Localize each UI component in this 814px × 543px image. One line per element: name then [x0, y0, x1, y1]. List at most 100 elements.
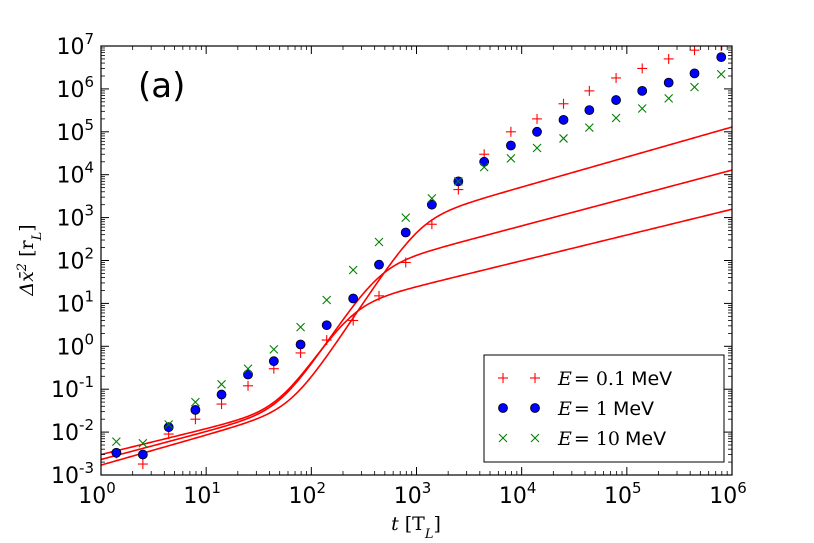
- marker-plus: [348, 315, 359, 326]
- marker-plus: [137, 459, 148, 470]
- marker-x: [296, 322, 305, 332]
- marker-circle: [111, 447, 122, 458]
- marker-circle: [689, 68, 700, 79]
- marker-x: [401, 213, 411, 222]
- legend-box: [483, 354, 725, 463]
- marker-plus: [321, 335, 332, 346]
- x-tick-label: 106: [709, 479, 747, 509]
- y-tick-label: 10-1: [51, 373, 94, 403]
- marker-circle: [558, 114, 569, 125]
- marker-circle: [190, 404, 201, 415]
- marker-x: [532, 143, 542, 153]
- x-tick-label: 105: [604, 479, 642, 509]
- legend-entry-0: E = 0.1 MeV: [498, 368, 672, 390]
- marker-circle: [506, 140, 516, 151]
- marker-x: [637, 104, 647, 113]
- marker-plus: [426, 219, 437, 230]
- x-axis-label: t [TL]: [391, 513, 441, 542]
- marker-x: [322, 295, 332, 305]
- y-tick-label: 102: [56, 245, 94, 275]
- data-markers: [111, 46, 727, 470]
- marker-x: [191, 397, 200, 407]
- legend-label-0: E = 0.1 MeV: [557, 368, 672, 390]
- marker-plus: [216, 399, 227, 410]
- legend: E = 0.1 MeV E = 1 MeV E = 10 MeV: [483, 354, 725, 463]
- x-tick-label: 101: [183, 479, 221, 509]
- y-tick-label: 106: [56, 73, 94, 103]
- marker-x: [111, 437, 121, 447]
- y-axis-label: Δx̄2[rL]: [15, 224, 45, 296]
- fit-line-2: [101, 208, 732, 456]
- x-axis-ticks: 100 101 102 103 104 105 106: [78, 46, 747, 509]
- marker-plus: [584, 85, 595, 96]
- marker-circle: [663, 77, 674, 88]
- legend-entry-1: E = 1 MeV: [498, 398, 654, 420]
- marker-circle: [243, 369, 253, 380]
- marker-x: [269, 344, 279, 354]
- marker-x: [584, 123, 594, 133]
- marker-x: [138, 438, 148, 448]
- marker-x: [690, 82, 699, 92]
- marker-plus: [505, 126, 516, 137]
- y-tick-label: 100: [56, 330, 94, 360]
- marker-circle: [716, 52, 727, 63]
- fit-lines: [101, 126, 732, 466]
- fit-line-1: [101, 169, 732, 461]
- marker-x: [164, 420, 174, 429]
- marker-circle: [216, 389, 227, 400]
- marker-circle: [611, 95, 621, 105]
- marker-plus: [400, 257, 411, 268]
- marker-circle: [374, 259, 384, 270]
- marker-plus: [637, 63, 648, 74]
- y-tick-label: 101: [56, 287, 94, 317]
- legend-marker-x-left: [498, 433, 508, 443]
- marker-circle: [268, 356, 279, 367]
- y-tick-label: 10-3: [51, 459, 94, 489]
- marker-plus: [190, 414, 201, 425]
- marker-x: [453, 176, 463, 186]
- marker-circle: [321, 320, 332, 331]
- marker-plus: [243, 380, 254, 391]
- marker-plus: [716, 46, 727, 51]
- marker-circle: [426, 199, 437, 210]
- y-axis-ticks: 10-3 10-2 10-1 100 101 102 103 104 105 106 107: [51, 30, 732, 489]
- marker-x: [348, 265, 358, 275]
- legend-label-2: E = 10 MeV: [557, 428, 666, 450]
- marker-plus: [374, 290, 385, 301]
- marker-circle: [163, 422, 174, 433]
- marker-x: [664, 94, 674, 103]
- marker-x: [559, 134, 568, 143]
- marker-plus: [689, 46, 700, 56]
- legend-marker-plus-right: [530, 373, 540, 383]
- y-tick-label: 105: [56, 116, 94, 146]
- marker-circle: [295, 339, 306, 350]
- marker-x: [374, 237, 384, 247]
- marker-circle: [637, 85, 648, 96]
- x-tick-label: 102: [289, 479, 327, 509]
- legend-marker-circle-right: [530, 403, 540, 413]
- y-tick-label: 103: [56, 202, 94, 232]
- legend-entry-2: E = 10 MeV: [498, 428, 666, 450]
- legend-label-1: E = 1 MeV: [557, 398, 654, 420]
- marker-circle: [400, 227, 411, 238]
- marker-x: [716, 69, 726, 79]
- marker-circle: [532, 126, 542, 137]
- y-tick-label: 104: [56, 159, 94, 189]
- marker-plus: [663, 53, 674, 64]
- marker-plus: [295, 347, 306, 358]
- x-tick-label: 103: [394, 479, 432, 509]
- marker-x: [479, 162, 489, 172]
- legend-marker-circle-left: [498, 403, 508, 413]
- marker-plus: [611, 72, 622, 83]
- y-tick-label: 10-2: [51, 416, 94, 446]
- marker-plus: [558, 98, 569, 109]
- x-tick-label: 100: [78, 479, 116, 509]
- marker-circle: [479, 156, 490, 167]
- legend-marker-plus-left: [498, 373, 508, 383]
- marker-plus: [532, 113, 543, 124]
- marker-x: [506, 154, 516, 163]
- marker-x: [243, 364, 253, 374]
- x-tick-label: 104: [499, 479, 537, 509]
- marker-x: [611, 113, 621, 123]
